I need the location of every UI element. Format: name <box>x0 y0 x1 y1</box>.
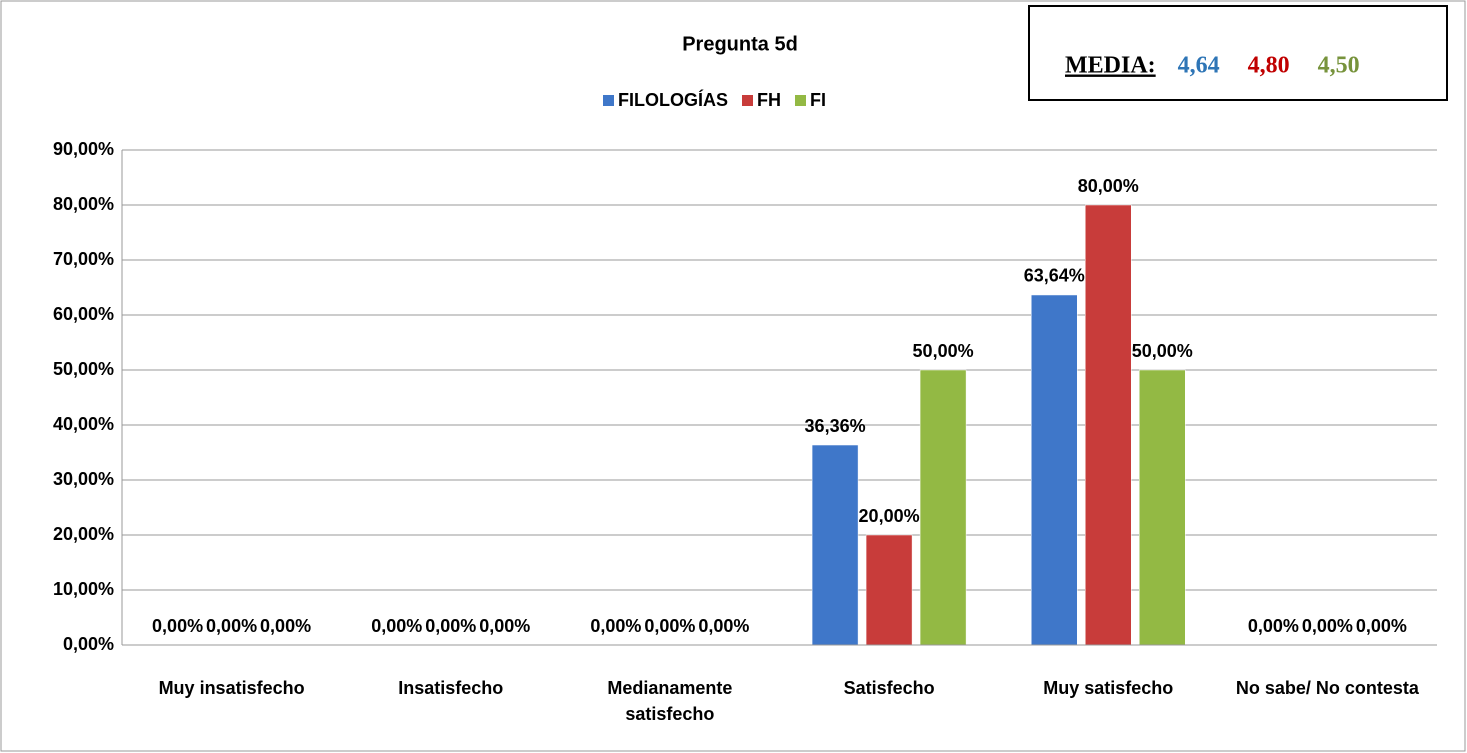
x-tick-label: Insatisfecho <box>398 678 504 698</box>
legend-swatch <box>603 95 614 106</box>
data-label: 0,00% <box>479 616 530 636</box>
x-tick-label: Muy insatisfecho <box>158 678 305 698</box>
data-label: 0,00% <box>371 616 422 636</box>
legend-label: FILOLOGÍAS <box>618 89 728 110</box>
legend-swatch <box>742 95 753 106</box>
data-label: 36,36% <box>805 416 866 436</box>
y-tick-label: 10,00% <box>53 579 114 599</box>
data-label: 0,00% <box>425 616 476 636</box>
legend-label: FH <box>757 90 781 110</box>
x-tick-label: Satisfecho <box>843 678 935 698</box>
bar <box>865 534 913 646</box>
data-label: 50,00% <box>1132 341 1193 361</box>
media-box <box>1028 5 1448 101</box>
data-label: 0,00% <box>1248 616 1299 636</box>
bar <box>919 369 967 646</box>
data-label: 0,00% <box>698 616 749 636</box>
bar <box>1085 204 1132 646</box>
media-label: MEDIA: <box>1065 53 1156 79</box>
y-tick-label: 50,00% <box>53 359 114 379</box>
chart-title: Pregunta 5d <box>682 33 798 55</box>
media-value: 4,64 <box>1178 53 1220 79</box>
x-tick-label: Muy satisfecho <box>1043 678 1174 698</box>
data-label: 0,00% <box>590 616 641 636</box>
data-label: 0,00% <box>260 616 311 636</box>
data-label: 20,00% <box>859 506 920 526</box>
y-tick-label: 80,00% <box>53 194 114 214</box>
y-tick-label: 40,00% <box>53 414 114 434</box>
legend-swatch <box>795 95 806 106</box>
data-label: 50,00% <box>913 341 974 361</box>
media-value: 4,50 <box>1318 53 1360 79</box>
x-tick-label: No sabe/ No contesta <box>1235 678 1419 698</box>
y-tick-label: 60,00% <box>53 304 114 324</box>
media-value: 4,80 <box>1248 53 1290 79</box>
bar <box>811 444 859 646</box>
y-tick-label: 30,00% <box>53 469 114 489</box>
y-tick-label: 90,00% <box>53 139 114 159</box>
bar <box>1031 294 1078 646</box>
data-label: 0,00% <box>1302 616 1353 636</box>
legend-label: FI <box>810 90 826 110</box>
data-label: 0,00% <box>152 616 203 636</box>
data-label: 80,00% <box>1078 176 1139 196</box>
y-tick-label: 0,00% <box>63 634 114 654</box>
x-tick-label: Medianamente satisfecho <box>607 678 733 724</box>
y-tick-label: 20,00% <box>53 524 114 544</box>
data-label: 0,00% <box>206 616 257 636</box>
y-tick-label: 70,00% <box>53 249 114 269</box>
data-label: 63,64% <box>1024 266 1085 286</box>
data-label: 0,00% <box>1356 616 1407 636</box>
bar <box>1139 369 1186 646</box>
data-label: 0,00% <box>644 616 695 636</box>
